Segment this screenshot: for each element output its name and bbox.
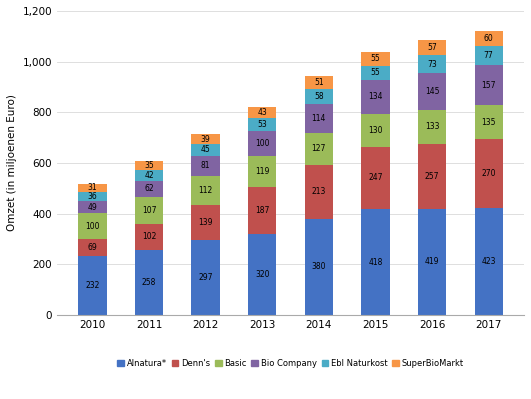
Text: 320: 320 [255,270,269,279]
Text: 42: 42 [144,171,154,180]
Text: 73: 73 [427,59,437,69]
Text: 380: 380 [312,263,326,271]
Bar [78,192,107,201]
Text: 130: 130 [368,126,383,134]
Text: 81: 81 [201,161,210,170]
Bar [248,131,276,156]
Bar [305,219,333,315]
Text: 58: 58 [314,92,323,101]
Bar [418,40,446,55]
Text: 133: 133 [425,122,439,131]
Bar [305,132,333,165]
Bar [418,110,446,144]
Bar [305,104,333,132]
Bar [475,139,503,208]
Text: 258: 258 [142,278,156,287]
Bar [192,240,220,315]
Bar [475,65,503,105]
Bar [248,187,276,234]
Text: 102: 102 [142,232,156,241]
Bar [135,197,163,224]
Text: 77: 77 [484,51,493,60]
Bar [475,46,503,65]
Bar [135,250,163,315]
Bar [78,184,107,192]
Bar [192,144,220,156]
Text: 31: 31 [88,184,97,192]
Bar [418,209,446,315]
Text: 232: 232 [85,281,99,290]
Bar [475,105,503,139]
Text: 297: 297 [199,273,213,282]
Text: 187: 187 [255,206,269,215]
Text: 62: 62 [144,184,154,194]
Bar [475,208,503,315]
Text: 419: 419 [425,257,439,267]
Bar [248,234,276,315]
Text: 35: 35 [144,161,154,170]
Bar [361,209,390,315]
Bar [248,107,276,118]
Bar [135,224,163,250]
Bar [78,239,107,256]
Bar [305,165,333,219]
Text: 213: 213 [312,187,326,196]
Text: 57: 57 [427,43,437,52]
Bar [418,144,446,209]
Text: 60: 60 [484,34,493,43]
Bar [135,162,163,170]
Text: 39: 39 [201,135,210,144]
Text: 43: 43 [258,108,267,117]
Text: 55: 55 [371,54,380,63]
Text: 247: 247 [368,173,383,182]
Text: 423: 423 [482,257,496,266]
Text: 107: 107 [142,206,156,215]
Bar [418,73,446,110]
Bar [78,213,107,239]
Text: 53: 53 [258,120,267,129]
Text: 418: 418 [369,257,383,267]
Text: 45: 45 [201,145,210,154]
Text: 55: 55 [371,68,380,77]
Bar [361,80,390,114]
Text: 135: 135 [482,118,496,127]
Text: 145: 145 [425,87,439,96]
Text: 100: 100 [85,221,100,231]
Bar [192,134,220,144]
Bar [192,205,220,240]
Bar [135,181,163,197]
Text: 114: 114 [312,114,326,122]
Text: 270: 270 [482,169,496,178]
Bar [78,201,107,213]
Bar [192,176,220,205]
Bar [78,256,107,315]
Text: 49: 49 [88,203,97,212]
Y-axis label: Omzet (in miljoenen Euro): Omzet (in miljoenen Euro) [7,95,17,231]
Bar [305,76,333,89]
Text: 112: 112 [199,186,213,195]
Bar [248,118,276,131]
Bar [361,114,390,146]
Legend: Alnatura*, Denn's, Basic, Bio Company, Ebl Naturkost, SuperBioMarkt: Alnatura*, Denn's, Basic, Bio Company, E… [117,359,464,368]
Text: 134: 134 [368,92,383,101]
Text: 157: 157 [482,81,496,90]
Text: 100: 100 [255,139,269,148]
Bar [305,89,333,104]
Bar [135,170,163,181]
Text: 139: 139 [199,217,213,227]
Text: 127: 127 [312,144,326,153]
Text: 119: 119 [255,167,269,176]
Bar [418,55,446,73]
Bar [475,31,503,46]
Bar [361,66,390,80]
Text: 69: 69 [88,243,97,252]
Bar [361,146,390,209]
Bar [192,156,220,176]
Bar [361,52,390,66]
Bar [248,156,276,187]
Text: 257: 257 [425,172,439,181]
Text: 51: 51 [314,78,323,87]
Text: 36: 36 [88,192,97,201]
